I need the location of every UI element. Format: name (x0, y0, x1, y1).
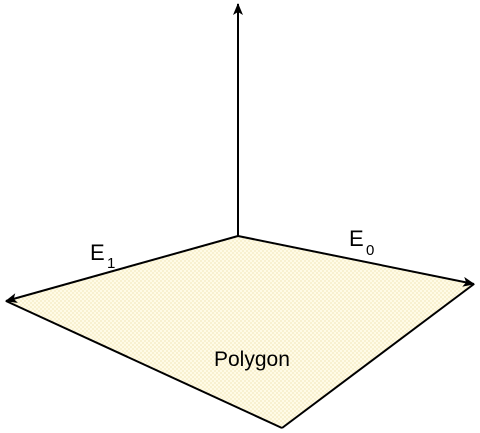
e1-vector-arrow (5, 235, 239, 303)
polygon-edge-bottom-left (5, 300, 283, 429)
e1-subscript: 1 (107, 255, 115, 272)
polygon-edge-bottom-right (281, 283, 475, 429)
e0-label: E (349, 226, 364, 251)
polygon-face (6, 236, 474, 428)
e0-subscript: 0 (366, 242, 374, 259)
polygon-label: Polygon (214, 348, 290, 371)
e1-label: E (90, 240, 105, 265)
e0-vector-arrow (237, 235, 475, 287)
